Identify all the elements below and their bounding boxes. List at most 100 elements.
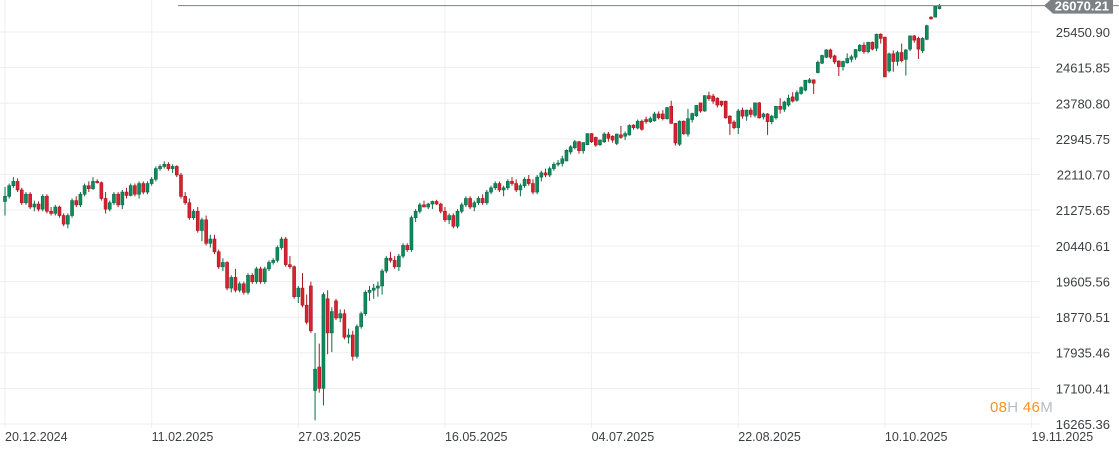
- candle-up: [744, 109, 749, 121]
- candle-up: [686, 108, 690, 137]
- candle-body: [392, 260, 397, 268]
- candle-body: [174, 166, 179, 176]
- candle-body: [250, 274, 255, 282]
- candle-up: [397, 253, 401, 272]
- candle-body: [807, 79, 812, 83]
- candle-down: [912, 35, 917, 43]
- candle-body: [811, 79, 816, 84]
- candle-down: [619, 125, 623, 139]
- candle-body: [585, 133, 590, 146]
- candle-up: [275, 245, 280, 263]
- candle-up: [602, 132, 606, 143]
- candle-body: [309, 285, 313, 332]
- candle-body: [133, 185, 137, 195]
- candle-up: [162, 161, 167, 169]
- candle-up: [107, 200, 112, 212]
- candle-body: [673, 123, 678, 144]
- candle-body: [87, 185, 91, 189]
- candle-up: [40, 194, 45, 212]
- x-tick-label: 11.02.2025: [152, 430, 214, 444]
- candle-body: [300, 287, 305, 306]
- candle-body: [778, 105, 782, 110]
- candle-up: [665, 107, 669, 120]
- candle-body: [418, 204, 422, 212]
- candle-up: [296, 285, 301, 304]
- candle-down: [728, 115, 732, 135]
- y-axis: 25450.90 24615.85 23780.80 22945.75 22110.70…: [1056, 25, 1110, 432]
- candle-up: [359, 311, 363, 329]
- candle-body: [736, 110, 741, 128]
- candle-up: [560, 155, 565, 167]
- candle-body: [899, 52, 904, 61]
- candle-up: [845, 53, 849, 64]
- candle-up: [7, 183, 11, 199]
- candle-body: [577, 141, 581, 151]
- candle-down: [174, 165, 179, 178]
- candle-down: [757, 102, 762, 119]
- candle-up: [761, 112, 766, 120]
- candle-up: [476, 196, 481, 205]
- candle-body: [614, 133, 619, 144]
- candle-up: [409, 215, 414, 252]
- candle-body: [535, 176, 539, 193]
- y-tick-label: 19605.56: [1056, 274, 1110, 289]
- candle-up: [933, 6, 937, 18]
- candle-body: [493, 183, 498, 189]
- candle-down: [711, 93, 715, 104]
- candle-down: [593, 136, 598, 147]
- candle-up: [895, 50, 900, 66]
- candle-up: [145, 181, 150, 195]
- candle-up: [237, 281, 242, 293]
- candle-body: [740, 109, 745, 117]
- candle-body: [292, 266, 296, 297]
- candle-up: [874, 33, 879, 52]
- candle-down: [242, 281, 246, 295]
- candle-body: [686, 118, 690, 135]
- candle-up: [221, 258, 225, 272]
- candle-body: [434, 201, 439, 205]
- candle-up: [505, 179, 510, 190]
- candle-body: [242, 283, 246, 293]
- candle-down: [103, 192, 108, 214]
- candle-body: [116, 193, 120, 206]
- candle-body: [644, 119, 648, 122]
- candle-down: [57, 205, 62, 218]
- candle-up: [271, 258, 275, 265]
- candle-body: [698, 102, 703, 112]
- candle-body: [246, 274, 250, 293]
- candle-body: [455, 210, 460, 227]
- candle-down: [99, 181, 104, 201]
- candle-up: [493, 181, 498, 190]
- candle-body: [99, 182, 104, 199]
- candle-body: [107, 202, 112, 210]
- candle-up: [635, 119, 640, 130]
- candle-body: [648, 118, 653, 122]
- candle-body: [145, 183, 150, 193]
- candle-up: [485, 189, 489, 205]
- candle-body: [313, 368, 317, 391]
- candle-down: [334, 298, 338, 321]
- candle-up: [648, 116, 653, 123]
- candle-body: [225, 262, 229, 289]
- candle-down: [405, 243, 410, 252]
- candle-body: [786, 97, 791, 106]
- candle-body: [715, 97, 720, 106]
- candle-down: [589, 133, 594, 143]
- candle-down: [116, 192, 120, 208]
- candle-body: [874, 33, 879, 49]
- candle-down: [707, 91, 711, 101]
- y-tick-label: 25450.90: [1056, 25, 1110, 40]
- candle-down: [883, 36, 887, 78]
- candle-body: [195, 210, 200, 231]
- candle-up: [91, 177, 95, 190]
- candle-body: [485, 191, 489, 204]
- candle-down: [577, 140, 581, 154]
- candle-body: [49, 210, 53, 214]
- candle-up: [539, 170, 544, 182]
- candle-body: [497, 183, 502, 191]
- y-tick-label: 17935.46: [1056, 346, 1110, 361]
- candle-body: [878, 33, 883, 39]
- candle-body: [137, 183, 141, 195]
- candle-body: [468, 198, 472, 208]
